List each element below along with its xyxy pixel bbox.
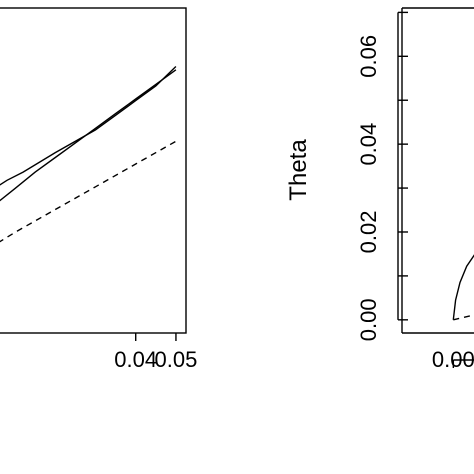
- solid-series-line-0: [452, 254, 474, 320]
- y-tick-label: 0.00: [356, 298, 381, 341]
- x-tick-label: 0.00: [432, 347, 474, 372]
- dashed-series-line-1: [453, 314, 474, 321]
- solid-series-line-1: [0, 65, 177, 186]
- y-tick-label: 0.06: [356, 35, 381, 78]
- y-axis-title: Theta: [285, 139, 312, 201]
- right-plot: 0.00 0.00 0.02 0.04 0.06 Theta: [285, 7, 474, 372]
- y-tick-label: 0.02: [356, 211, 381, 254]
- dashed-series-line-2: [0, 140, 177, 243]
- x-tick-label: 0.04: [114, 347, 157, 372]
- plot-frame: [0, 7, 187, 334]
- y-tick-label: 0.04: [356, 123, 381, 166]
- solid-series-line-0: [0, 69, 177, 202]
- x-tick-label: 0.05: [155, 347, 198, 372]
- left-plot: 0.040.05: [0, 7, 198, 372]
